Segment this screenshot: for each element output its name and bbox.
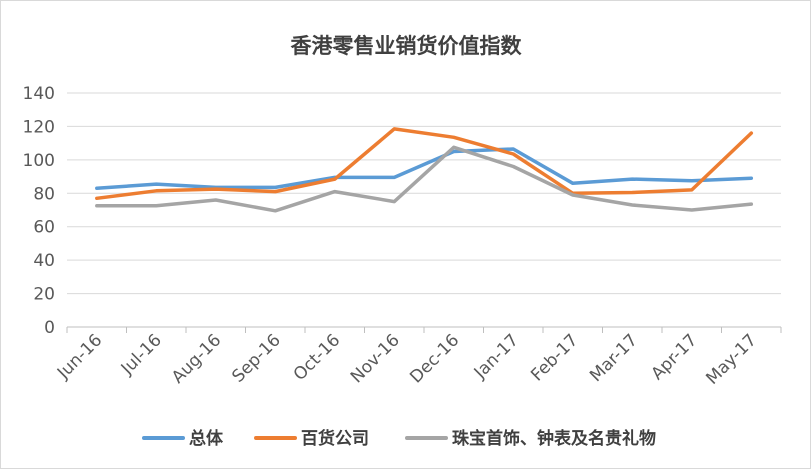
legend-label: 总体 — [189, 428, 224, 449]
y-tick-label: 120 — [23, 117, 55, 137]
x-tick-label: Mar-17 — [586, 330, 642, 386]
series-line — [95, 127, 754, 201]
x-tick-label: Apr-17 — [647, 330, 701, 384]
x-tick-label: May-17 — [702, 330, 760, 388]
x-tick-label: Jun-16 — [53, 330, 106, 383]
series-line — [95, 145, 754, 213]
series-lines — [95, 127, 754, 213]
y-tick-label: 100 — [23, 151, 55, 171]
grid-lines — [67, 92, 781, 295]
chart-title: 香港零售业销货价值指数 — [291, 34, 523, 58]
y-tick-label: 140 — [23, 84, 55, 104]
x-tick-label: Dec-16 — [406, 330, 463, 387]
legend-label: 珠宝首饰、钟表及名贵礼物 — [452, 428, 656, 449]
series-line — [95, 147, 754, 191]
x-tick-label: Jul-16 — [117, 330, 166, 379]
y-tick-label: 0 — [44, 318, 55, 338]
x-axis: Jun-16 Jul-16 Aug-16 Sep-16 Oct-16 Nov-16 Dec-… — [53, 326, 782, 389]
legend: 总体 百货公司 珠宝首饰、钟表及名贵礼物 — [142, 428, 656, 449]
x-tick-label: Feb-17 — [527, 330, 582, 385]
x-tick-label: Sep-16 — [228, 330, 284, 386]
x-tick-label: Nov-16 — [347, 330, 404, 387]
y-axis: 0 20 40 60 80 100 120 140 — [23, 84, 55, 338]
x-tick-label: Oct-16 — [290, 330, 345, 385]
y-tick-label: 40 — [33, 251, 55, 271]
y-tick-label: 80 — [33, 184, 55, 204]
x-tick-label: Jan-17 — [470, 330, 523, 383]
y-tick-label: 60 — [33, 218, 55, 238]
y-tick-label: 20 — [33, 285, 55, 305]
x-tick-label: Aug-16 — [168, 330, 225, 387]
legend-label: 百货公司 — [301, 428, 369, 449]
